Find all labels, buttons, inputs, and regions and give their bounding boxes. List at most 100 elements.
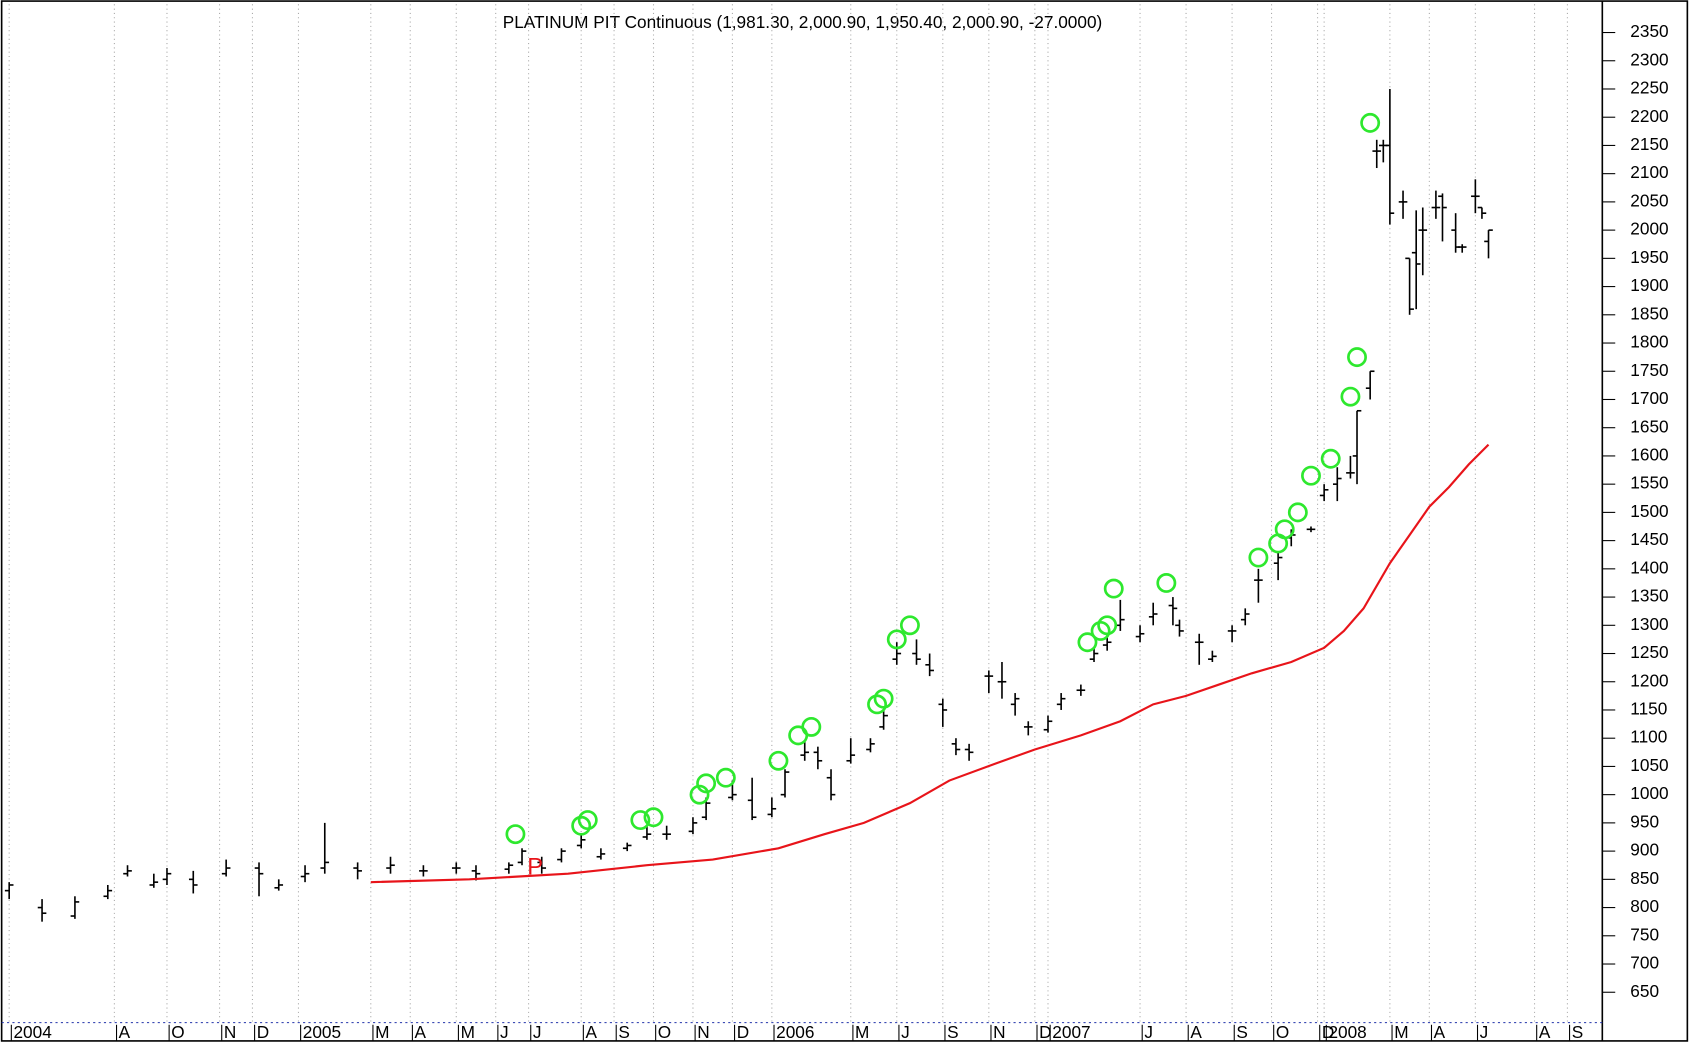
signal-marker <box>1360 112 1381 133</box>
y-tick-label: 2150 <box>1630 134 1668 154</box>
y-tick-label: 1300 <box>1630 614 1668 634</box>
signal-marker <box>715 767 736 788</box>
signal-marker <box>899 615 920 636</box>
x-tick-label: J <box>500 1022 509 1042</box>
y-tick-label: 900 <box>1630 840 1659 860</box>
signal-marker <box>505 824 526 845</box>
x-tick-label: N <box>697 1022 709 1042</box>
x-tick-label: M <box>1394 1022 1408 1042</box>
x-tick-label: J <box>901 1022 910 1042</box>
signal-marker <box>1156 572 1177 593</box>
y-tick-label: 2200 <box>1630 106 1668 126</box>
x-tick-label: D <box>257 1022 269 1042</box>
x-tick-label: A <box>119 1022 131 1042</box>
y-tick-label: 1050 <box>1630 755 1668 775</box>
moving-average <box>370 443 1490 884</box>
x-tick-label: N <box>993 1022 1005 1042</box>
signal-marker <box>768 750 789 771</box>
y-tick-label: 1650 <box>1630 416 1668 436</box>
y-tick-label: 2350 <box>1630 21 1668 41</box>
x-tick-label: A <box>415 1022 427 1042</box>
signal-marker <box>1347 347 1367 368</box>
x-tick-label: J <box>533 1022 542 1042</box>
y-tick-label: 2050 <box>1630 190 1668 210</box>
signal-marker <box>873 688 894 709</box>
x-tick-label: 2004 <box>13 1022 52 1042</box>
signal-marker <box>577 810 598 831</box>
annotation: P <box>527 854 543 880</box>
signal-marker <box>696 773 717 794</box>
y-tick-label: 950 <box>1630 811 1659 831</box>
x-tick-label: O <box>1276 1022 1289 1042</box>
signal-marker <box>1320 448 1341 469</box>
y-tick-label: 2300 <box>1630 49 1668 69</box>
y-tick-label: 2250 <box>1630 78 1668 98</box>
signal-marker <box>1301 465 1321 486</box>
y-tick-label: 750 <box>1630 924 1659 944</box>
y-tick-label: 1100 <box>1630 727 1667 747</box>
signal-marker <box>689 784 710 805</box>
x-tick-label: M <box>855 1022 869 1042</box>
x-tick-label: A <box>585 1022 597 1042</box>
signal-marker <box>1340 386 1361 407</box>
x-tick-label: S <box>618 1022 630 1042</box>
signal-marker <box>630 810 651 831</box>
x-tick-label: S <box>947 1022 959 1042</box>
signal-marker <box>1077 632 1098 653</box>
y-tick-label: 1600 <box>1630 444 1668 464</box>
signal-marker <box>643 807 664 828</box>
x-tick-label: 2005 <box>303 1022 341 1042</box>
x-tick-label: D <box>1039 1022 1051 1042</box>
signal-marker <box>571 815 592 836</box>
y-tick-label: 850 <box>1630 868 1659 888</box>
signal-marker <box>867 694 888 715</box>
x-tick-label: O <box>658 1022 671 1042</box>
y-tick-label: 1500 <box>1630 501 1668 521</box>
signal-marker <box>1287 502 1308 523</box>
x-tick-label: N <box>224 1022 236 1042</box>
y-tick-label: 1250 <box>1630 642 1668 662</box>
x-tick-label: A <box>1190 1022 1202 1042</box>
y-tick-label: 1900 <box>1630 275 1668 295</box>
x-tick-label: 2007 <box>1052 1022 1090 1042</box>
signal-marker <box>1097 615 1118 636</box>
x-tick-label: M <box>375 1022 389 1042</box>
y-tick-label: 700 <box>1630 953 1659 973</box>
x-tick-label: A <box>1539 1022 1551 1042</box>
x-tick-label: S <box>1236 1022 1248 1042</box>
x-tick-label: J <box>1144 1022 1153 1042</box>
x-tick-label: O <box>171 1022 184 1042</box>
signal-marker <box>801 716 822 737</box>
y-tick-label: 1350 <box>1630 586 1668 606</box>
y-tick-label: 1700 <box>1630 388 1668 408</box>
x-tick-label: J <box>1480 1022 1489 1042</box>
chart-title: PLATINUM PIT Continuous (1,981.30, 2,000… <box>503 12 1103 32</box>
y-tick-label: 650 <box>1630 981 1659 1001</box>
y-tick-label: 1800 <box>1630 332 1668 352</box>
signal-marker <box>1274 519 1295 540</box>
x-tick-label: M <box>461 1022 475 1042</box>
x-tick-label: A <box>1434 1022 1446 1042</box>
y-tick-label: 2000 <box>1630 219 1668 239</box>
y-tick-label: 1400 <box>1630 557 1668 577</box>
x-tick-label: D <box>1322 1022 1334 1042</box>
x-tick-label: 2008 <box>1328 1022 1366 1042</box>
y-tick-label: 1450 <box>1630 529 1668 549</box>
x-tick-label: D <box>737 1022 749 1042</box>
y-tick-label: 1150 <box>1630 699 1667 719</box>
y-tick-label: 1550 <box>1630 473 1668 493</box>
y-tick-label: 1850 <box>1630 303 1668 323</box>
y-tick-label: 1000 <box>1630 783 1668 803</box>
signal-marker <box>886 629 907 650</box>
x-tick-label: S <box>1572 1022 1584 1042</box>
signal-marker <box>1090 620 1111 641</box>
signal-marker <box>1103 578 1124 599</box>
y-tick-label: 2100 <box>1630 162 1668 182</box>
x-tick-label: 2006 <box>776 1022 814 1042</box>
y-tick-label: 1750 <box>1630 360 1668 380</box>
y-tick-label: 800 <box>1630 896 1659 916</box>
signal-marker <box>1248 547 1269 568</box>
y-tick-label: 1950 <box>1630 247 1668 267</box>
